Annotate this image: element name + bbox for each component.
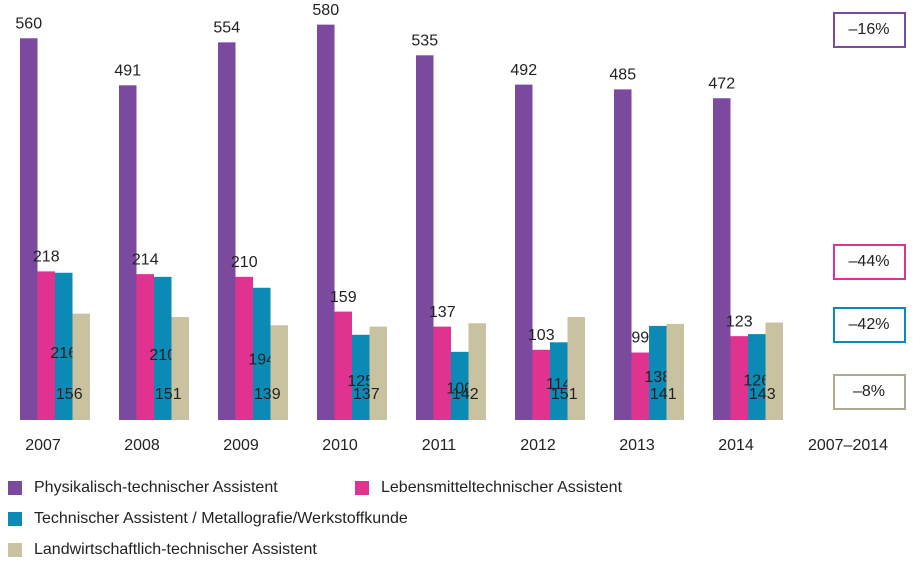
- value-label: 472: [708, 75, 735, 92]
- change-label: –44%: [849, 253, 890, 270]
- bar: [416, 55, 434, 420]
- value-label: 214: [132, 251, 159, 268]
- bar: [765, 322, 783, 420]
- bar: [369, 326, 387, 420]
- legend-label: Technischer Assistent / Metallografie/We…: [34, 510, 408, 527]
- bar: [317, 24, 335, 421]
- bar: [119, 85, 137, 420]
- bar: [136, 274, 154, 420]
- change-box: [833, 307, 906, 343]
- bar: [666, 323, 684, 420]
- change-box: [833, 12, 906, 48]
- bar: [730, 336, 748, 420]
- bar: [532, 349, 550, 420]
- bar: [334, 311, 352, 420]
- bar: [433, 326, 451, 420]
- legend-swatch: [8, 543, 22, 557]
- bar: [649, 325, 667, 420]
- bar: [515, 84, 533, 421]
- legend-swatch: [8, 512, 22, 526]
- value-label: 126: [743, 373, 770, 390]
- value-label: 210: [231, 254, 258, 271]
- value-label: 485: [609, 67, 636, 84]
- legend-label: Landwirtschaftlich-technischer Assistent: [34, 541, 317, 558]
- value-label: 143: [749, 386, 776, 403]
- value-label: 156: [56, 386, 83, 403]
- value-label: 138: [644, 369, 671, 386]
- legend-swatch: [8, 481, 22, 495]
- value-label: 151: [551, 386, 578, 403]
- x-tick-label: 2013: [619, 437, 655, 454]
- bar: [713, 98, 731, 421]
- value-label: 159: [330, 289, 357, 306]
- value-label: 491: [114, 63, 141, 80]
- bar: [218, 42, 236, 421]
- value-label: 141: [650, 386, 677, 403]
- legend-label: Lebensmitteltechnischer Assistent: [381, 479, 623, 496]
- value-label: 123: [726, 313, 753, 330]
- bar: [253, 287, 271, 420]
- x-tick-label: 2011: [422, 437, 457, 454]
- change-box: [833, 244, 906, 280]
- bar: [235, 276, 253, 420]
- value-label: 137: [353, 386, 380, 403]
- bar: [748, 334, 766, 420]
- value-label: 194: [248, 352, 275, 369]
- value-label: 99: [631, 330, 649, 347]
- bar: [614, 89, 632, 421]
- bar: [20, 38, 38, 421]
- change-label: –42%: [849, 316, 890, 333]
- value-label: 100: [446, 381, 473, 398]
- value-label: 210: [149, 347, 176, 364]
- change-label: –16%: [849, 21, 890, 38]
- bar: [550, 342, 568, 420]
- value-label: 137: [429, 304, 456, 321]
- value-label: 103: [528, 327, 555, 344]
- x-tick-label: 2014: [718, 437, 754, 454]
- bar: [72, 313, 90, 420]
- bar: [270, 325, 288, 420]
- x-tick-label: 2007: [25, 437, 61, 454]
- x-tick-label: 2008: [124, 437, 160, 454]
- bar: [567, 317, 585, 420]
- bar: [171, 317, 189, 420]
- legend-label: Physikalisch-technischer Assistent: [34, 479, 278, 496]
- bar: [468, 323, 486, 420]
- value-label: 580: [312, 2, 339, 19]
- value-label: 554: [213, 20, 240, 37]
- bar: [352, 334, 370, 420]
- bar: [631, 352, 649, 420]
- x-tick-label: 2012: [520, 437, 556, 454]
- value-label: 114: [546, 376, 572, 393]
- value-label: 218: [33, 249, 60, 266]
- value-label: 142: [452, 386, 479, 403]
- value-label: 560: [15, 15, 42, 32]
- value-label: 535: [411, 33, 438, 50]
- legend-swatch: [355, 481, 369, 495]
- change-label: –8%: [853, 383, 885, 400]
- bar: [37, 271, 55, 420]
- bar: [154, 276, 172, 420]
- value-label: 492: [510, 62, 537, 79]
- x-tick-label: 2010: [322, 437, 358, 454]
- x-tick-label: 2009: [223, 437, 259, 454]
- bar: [451, 351, 469, 420]
- value-label: 125: [347, 373, 374, 390]
- bar: [55, 272, 73, 420]
- change-box: [833, 374, 906, 410]
- value-label: 139: [254, 386, 281, 403]
- x-tick-label: 2007–2014: [808, 437, 888, 454]
- value-label: 151: [155, 386, 182, 403]
- value-label: 216: [50, 345, 77, 362]
